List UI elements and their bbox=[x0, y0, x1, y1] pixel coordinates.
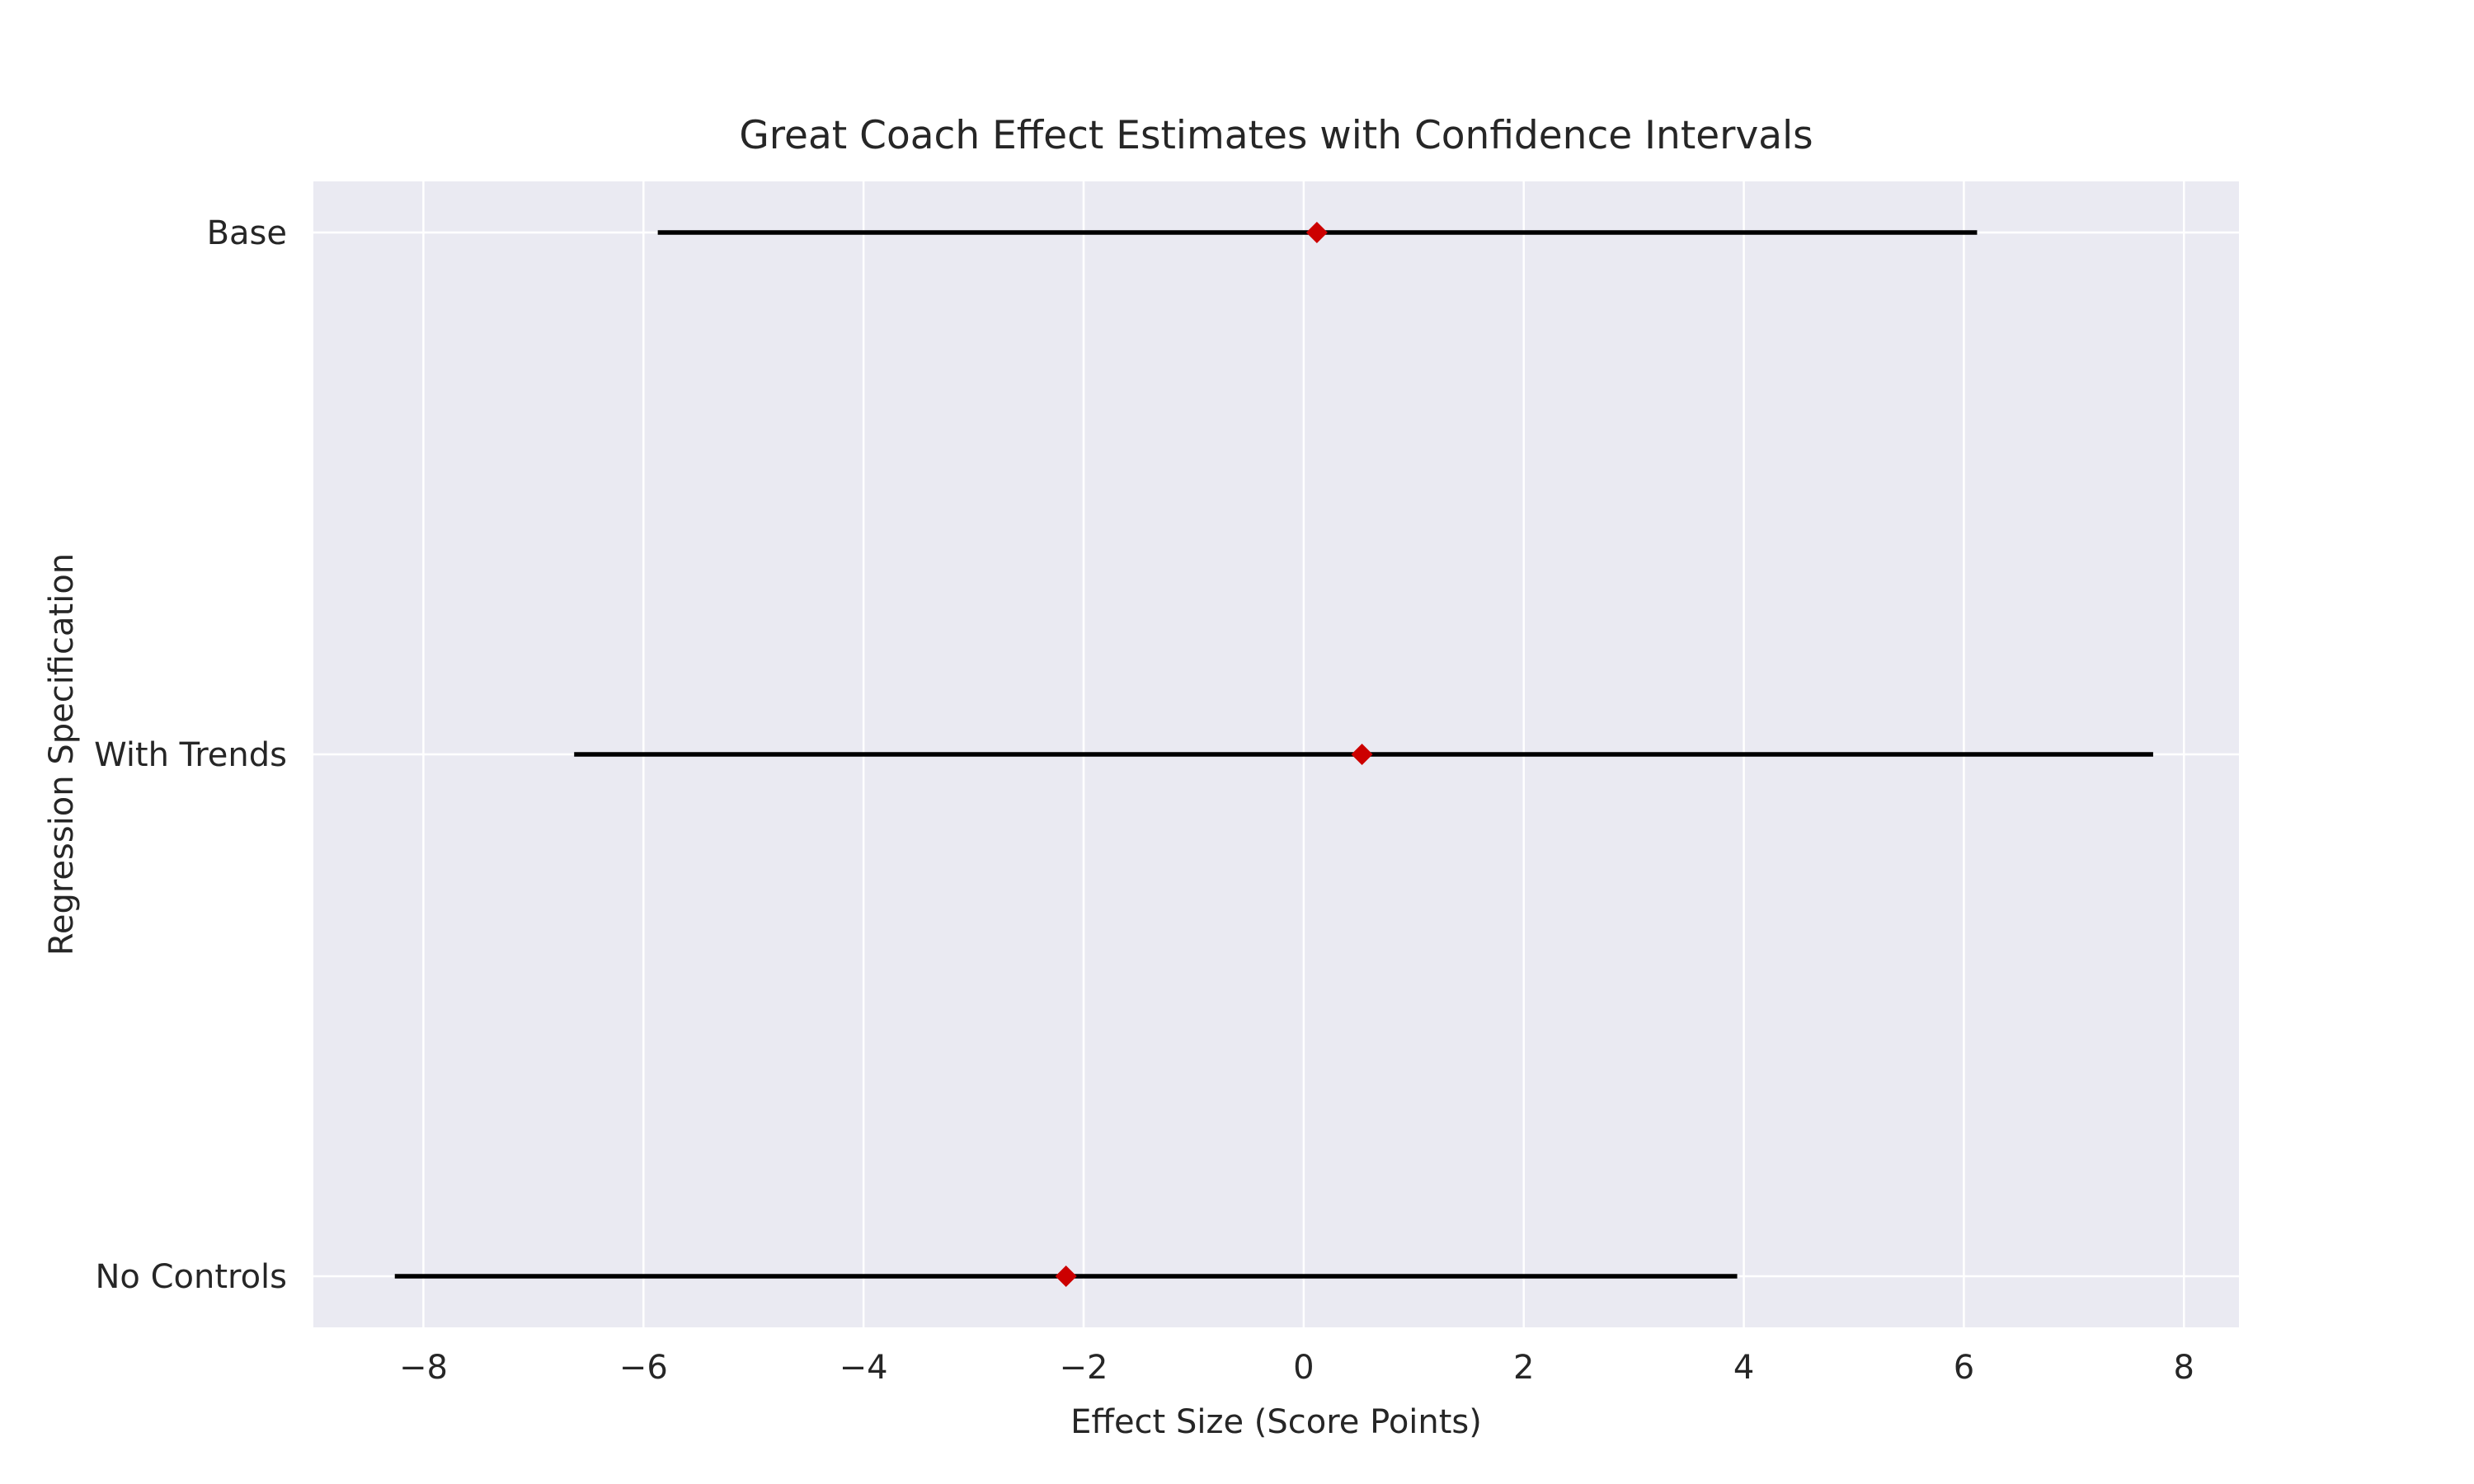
y-tick-label: No Controls bbox=[95, 1258, 287, 1296]
x-tick-label: 0 bbox=[1293, 1349, 1314, 1387]
estimate-marker bbox=[1351, 744, 1373, 765]
x-axis-label: Effect Size (Score Points) bbox=[1070, 1403, 1482, 1441]
estimate-marker bbox=[1305, 222, 1328, 243]
y-tick-label: With Trends bbox=[94, 736, 287, 774]
x-tick-label: −6 bbox=[619, 1349, 668, 1387]
x-tick-label: 6 bbox=[1954, 1349, 1974, 1387]
x-tick-label: 4 bbox=[1733, 1349, 1754, 1387]
x-tick-label: −2 bbox=[1060, 1349, 1108, 1387]
x-tick-label: −8 bbox=[399, 1349, 448, 1387]
x-axis-ticks: −8 −6 −4 −2 0 2 4 6 8 bbox=[399, 1349, 2194, 1387]
x-tick-label: 8 bbox=[2174, 1349, 2194, 1387]
x-tick-label: −4 bbox=[840, 1349, 888, 1387]
y-axis-label: Regression Specification bbox=[43, 553, 81, 956]
y-tick-label: Base bbox=[207, 214, 287, 252]
estimate-marker bbox=[1055, 1266, 1077, 1287]
estimate-markers bbox=[1055, 222, 1373, 1287]
x-tick-label: 2 bbox=[1513, 1349, 1534, 1387]
chart-title: Great Coach Effect Estimates with Confid… bbox=[739, 113, 1813, 158]
y-axis-ticks: Base With Trends No Controls bbox=[94, 214, 287, 1296]
